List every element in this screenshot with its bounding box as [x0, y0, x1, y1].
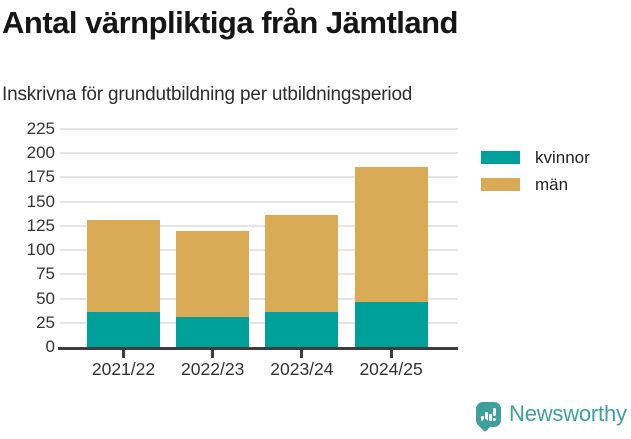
y-axis-tick-label: 25 [36, 312, 55, 332]
chart-title: Antal värnpliktiga från Jämtland [2, 5, 459, 40]
mini-bar-icon [481, 415, 484, 421]
chart-subtitle: Inskrivna för grundutbildning per utbild… [2, 84, 413, 105]
grid-line [60, 152, 458, 155]
y-axis-tick-label: 175 [26, 167, 55, 187]
legend-item-män: män [481, 171, 590, 198]
legend-label: män [535, 174, 569, 194]
grid-line [60, 321, 458, 324]
x-axis-category-label: 2022/23 [181, 359, 245, 379]
x-axis-category-label: 2024/25 [359, 359, 423, 379]
y-axis-tick-label: 225 [26, 118, 55, 138]
newsworthy-logo-icon [476, 401, 501, 427]
mini-bar-icon [489, 413, 492, 421]
y-axis-tick-label: 50 [36, 288, 55, 308]
grid-line [60, 249, 458, 252]
legend-label: kvinnor [535, 147, 590, 167]
x-axis-ticks [63, 350, 458, 358]
exclamation-icon [493, 407, 496, 416]
bar-segment-män-2024/25 [354, 166, 428, 303]
grid-line [60, 127, 458, 130]
y-axis-tick-label: 75 [36, 264, 55, 284]
legend-swatch-icon [481, 178, 520, 191]
exclamation-dot-icon [493, 417, 496, 421]
grid-line [60, 273, 458, 276]
mini-bar-icon [485, 411, 488, 421]
grid-line [60, 297, 458, 300]
bar-segment-kvinnor-2023/24 [265, 312, 339, 347]
legend-swatch-icon [481, 151, 520, 164]
y-axis-tick-label: 200 [26, 143, 55, 163]
y-axis: 0 25 50 75 100 125 150 175 200 225 [0, 119, 55, 355]
newsworthy-logo: Newsworthy [476, 401, 627, 427]
y-axis-tick-label: 100 [26, 240, 55, 260]
x-axis-line [58, 347, 458, 350]
bar-2023/24 [265, 215, 339, 347]
grid-line [60, 224, 458, 227]
bar-2021/22 [87, 220, 160, 347]
grid-line [60, 176, 458, 179]
plot-area [60, 125, 458, 347]
x-axis-tick [211, 350, 215, 358]
legend: kvinnor män [481, 144, 590, 198]
x-axis-tick [122, 350, 125, 358]
x-axis-category-label: 2023/24 [270, 359, 334, 379]
bar-2022/23 [176, 230, 250, 347]
bar-segment-män-2022/23 [176, 230, 250, 317]
bar-segment-kvinnor-2022/23 [176, 316, 250, 347]
bar-segment-kvinnor-2021/22 [87, 312, 160, 347]
grid-line [60, 200, 458, 203]
bar-segment-män-2021/22 [87, 220, 160, 313]
bar-segment-kvinnor-2024/25 [354, 302, 428, 347]
x-axis-tick [389, 350, 393, 358]
y-axis-tick-label: 125 [26, 215, 55, 235]
x-axis-labels: 2021/22 2022/23 2023/24 2024/25 [63, 359, 458, 383]
x-axis-tick [300, 350, 304, 358]
legend-item-kvinnor: kvinnor [481, 144, 590, 171]
bar-segment-män-2023/24 [265, 215, 339, 313]
y-axis-tick-label: 150 [26, 191, 55, 211]
newsworthy-brand-text: Newsworthy [509, 401, 627, 426]
y-axis-tick-label: 0 [45, 337, 55, 356]
x-axis-category-label: 2021/22 [91, 359, 156, 379]
bar-2024/25 [354, 166, 428, 347]
